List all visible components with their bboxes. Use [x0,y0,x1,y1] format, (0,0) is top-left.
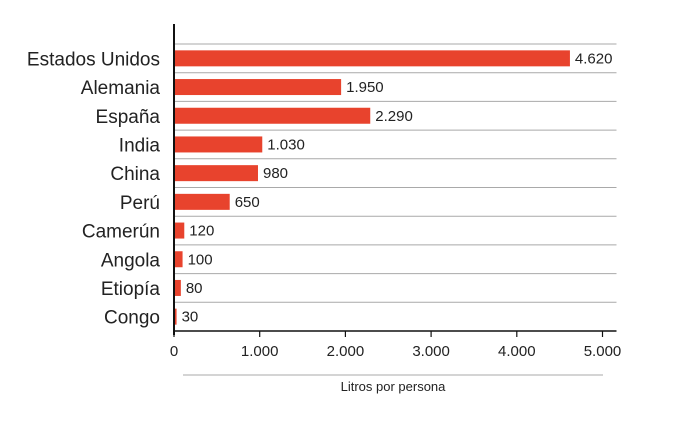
x-axis-title: Litros por persona [341,379,447,394]
x-tick-label: 5.000 [584,343,622,360]
bar [174,251,183,268]
bar [174,279,181,296]
bar [174,50,570,67]
category-label: Estados Unidos [27,49,160,70]
bar [174,79,342,96]
data-label: 100 [188,251,213,268]
bar [174,165,258,182]
bars [174,50,570,325]
category-label: Etiopía [101,279,161,300]
bar [174,136,263,153]
bar [174,222,185,239]
labels: 4.620 Estados Unidos 1.950 Alemania 2.290 Esp… [27,49,613,328]
category-label: Angola [101,250,161,271]
data-label: 1.950 [346,79,384,96]
data-label: 2.290 [375,108,413,125]
x-tick-label: 3.000 [412,343,450,360]
x-tick-label: 1.000 [241,343,279,360]
data-label: 4.620 [575,50,613,67]
bar [174,107,371,124]
x-tick-label: 4.000 [498,343,536,360]
data-label: 80 [186,280,203,297]
category-label: Alemania [81,78,161,99]
x-tick-label: 0 [170,343,178,360]
category-label: España [96,107,161,128]
category-label: India [119,135,161,156]
category-label: Perú [120,193,160,214]
bar [174,193,230,210]
category-label: Camerún [82,222,160,243]
data-label: 1.030 [267,136,305,153]
bar [174,308,177,325]
data-label: 650 [235,194,260,211]
data-label: 980 [263,165,288,182]
x-axis-ticks: 0 1.000 2.000 3.000 4.000 5.000 [170,331,621,360]
category-label: China [110,164,160,185]
category-label: Congo [104,308,160,329]
data-label: 120 [189,223,214,240]
x-tick-label: 2.000 [327,343,365,360]
data-label: 30 [182,309,199,326]
